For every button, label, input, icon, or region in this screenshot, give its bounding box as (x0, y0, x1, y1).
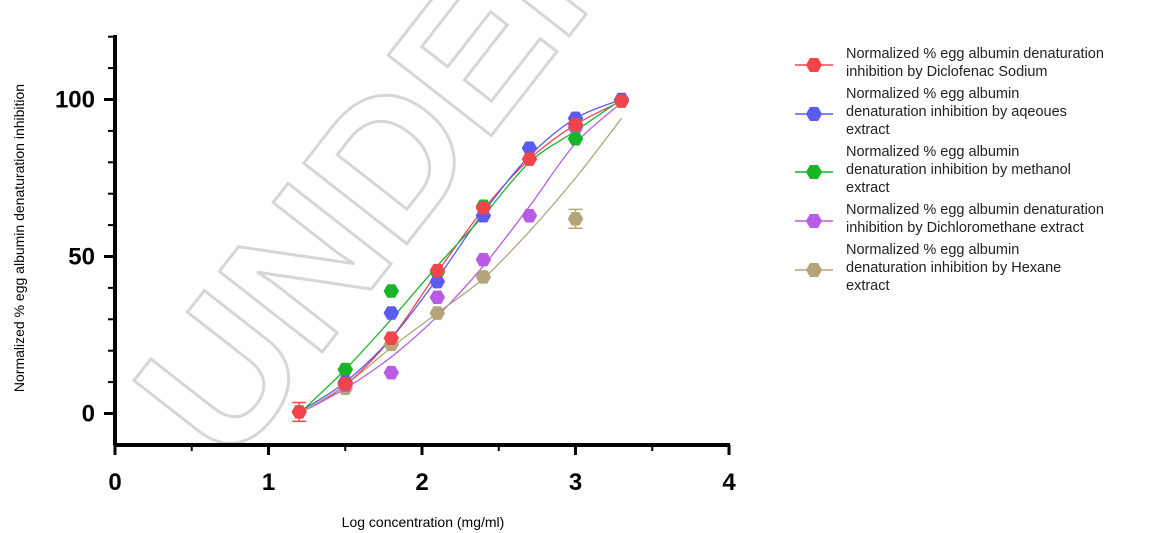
legend-label: extract (846, 180, 890, 196)
legend-item: Normalized % egg albumin denaturation inh… (795, 242, 1061, 294)
legend-label: denaturation inhibition by methanol (846, 162, 1071, 178)
legend-marker (805, 263, 823, 277)
legend-label: Normalized % egg albumin (846, 144, 1019, 160)
data-point (521, 152, 538, 166)
data-point (475, 201, 492, 215)
legend-marker (805, 214, 823, 228)
y-axis-title: Normalized % egg albumin denaturation in… (11, 84, 27, 392)
x-tick-label: 4 (722, 469, 736, 496)
legend-label: Normalized % egg albumin denaturation (846, 202, 1104, 218)
data-point (429, 290, 446, 305)
data-point (521, 208, 538, 223)
legend-label: extract (846, 278, 890, 294)
data-point (567, 132, 584, 146)
data-point (429, 263, 446, 278)
legend-label: extract (846, 122, 890, 138)
data-point (567, 212, 584, 226)
x-tick-label: 2 (415, 469, 428, 496)
legend-label: inhibition by Diclofenac Sodium (846, 64, 1048, 80)
y-tick-label: 50 (68, 244, 95, 271)
x-tick-label: 1 (262, 469, 275, 496)
legend-item: Normalized % egg albumin denaturation inh… (795, 46, 1104, 80)
data-point (567, 117, 584, 132)
data-point (383, 306, 400, 320)
legend-label: Normalized % egg albumin (846, 86, 1019, 102)
legend-item: Normalized % egg albumin denaturation inh… (795, 144, 1071, 196)
fit-curve (298, 117, 623, 415)
data-point (383, 365, 400, 380)
data-point (613, 94, 630, 108)
fit-curve (298, 98, 622, 414)
x-axis-title: Log concentration (mg/ml) (342, 514, 505, 530)
legend-marker (805, 165, 823, 179)
fit-curves (298, 98, 623, 415)
fit-curve (298, 98, 622, 413)
x-tick-label: 0 (108, 469, 121, 496)
data-point (429, 306, 446, 320)
data-point (383, 284, 400, 298)
legend-marker (805, 58, 823, 72)
legend-label: inhibition by Dichloromethane extract (846, 220, 1084, 236)
x-tick-label: 3 (569, 469, 582, 496)
legend-label: denaturation inhibition by Hexane (846, 260, 1061, 276)
legend-label: Normalized % egg albumin denaturation (846, 46, 1104, 62)
legend-item: Normalized % egg albumin denaturation inh… (795, 202, 1104, 236)
data-points (291, 92, 630, 423)
data-point (475, 252, 492, 267)
data-point (337, 376, 354, 391)
legend-item: Normalized % egg albumin denaturation inh… (795, 86, 1067, 138)
data-point (475, 270, 492, 284)
legend-label: Normalized % egg albumin (846, 242, 1019, 258)
legend: Normalized % egg albumin denaturation inh… (795, 46, 1104, 294)
legend-marker (805, 107, 823, 121)
data-point (383, 331, 400, 345)
y-tick-label: 100 (55, 87, 95, 114)
legend-label: denaturation inhibition by aqeoues (846, 104, 1067, 120)
y-tick-label: 0 (82, 401, 95, 428)
ticks: 0 1 2 3 4 0 50 100 (55, 35, 736, 496)
